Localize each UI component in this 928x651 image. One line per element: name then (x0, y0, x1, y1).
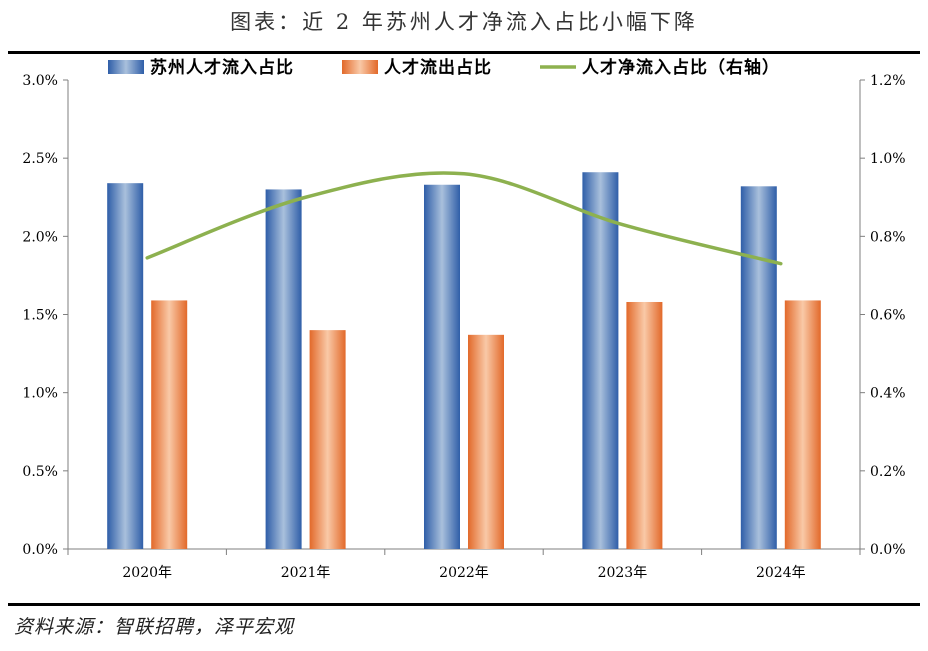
right-tick-label: 1.2% (870, 73, 906, 89)
left-tick-label: 3.0% (22, 73, 58, 89)
x-tick-label: 2021年 (281, 565, 331, 581)
x-tick-label: 2020年 (122, 565, 172, 581)
outflow-bar-2021年 (309, 330, 346, 549)
net-inflow-line (145, 171, 783, 266)
line-layer (145, 171, 783, 266)
x-tick-label: 2022年 (439, 565, 489, 581)
left-tick-label: 1.0% (22, 386, 58, 402)
inflow-bar-2024年 (740, 186, 777, 549)
left-tick-label: 0.0% (22, 542, 58, 558)
inflow-bar-2021年 (265, 189, 302, 549)
legend-outflow-swatch (342, 60, 378, 74)
legend-outflow-label: 人才流出占比 (384, 57, 492, 78)
x-tick-label: 2024年 (756, 565, 806, 581)
right-tick-label: 0.6% (870, 308, 906, 324)
right-tick-label: 0.4% (870, 386, 906, 402)
inflow-bar-2022年 (424, 184, 460, 549)
left-tick-label: 1.5% (22, 308, 58, 324)
inflow-bar-2020年 (107, 183, 144, 549)
x-tick-label: 2023年 (598, 565, 648, 581)
left-tick-label: 2.5% (22, 151, 58, 167)
right-tick-label: 0.8% (870, 229, 906, 245)
legend-inflow-swatch (108, 60, 144, 74)
chart-area: 0.0% 0.5% 1.0% 1.5% 2.0% 2.5% 3.0% 0.0% 0.2% 0.4%… (22, 57, 905, 581)
outflow-bar-2024年 (784, 300, 821, 549)
outflow-bar-2020年 (151, 300, 188, 549)
bottom-rule (8, 603, 920, 606)
legend: 苏州人才流入占比 人才流出占比 人才净流入占比（右轴） (108, 57, 780, 78)
right-tick-label: 0.0% (870, 542, 906, 558)
left-tick-label: 2.0% (22, 229, 58, 245)
top-rule (8, 51, 920, 54)
legend-net-inflow-label: 人才净流入占比（右轴） (582, 57, 780, 78)
outflow-bar-2023年 (626, 301, 663, 549)
inflow-bar-2023年 (582, 172, 619, 549)
axes: 0.0% 0.5% 1.0% 1.5% 2.0% 2.5% 3.0% 0.0% 0.2% 0.4%… (22, 73, 905, 581)
legend-inflow-label: 苏州人才流入占比 (150, 57, 294, 78)
chart-title: 图表：近 2 年苏州人才净流入占比小幅下降 (230, 10, 698, 34)
right-tick-label: 0.2% (870, 464, 906, 480)
outflow-bar-2022年 (468, 334, 504, 549)
source-note: 资料来源：智联招聘，泽平宏观 (14, 616, 295, 638)
right-tick-label: 1.0% (870, 151, 906, 167)
left-tick-label: 0.5% (22, 464, 58, 480)
bars (107, 172, 821, 549)
